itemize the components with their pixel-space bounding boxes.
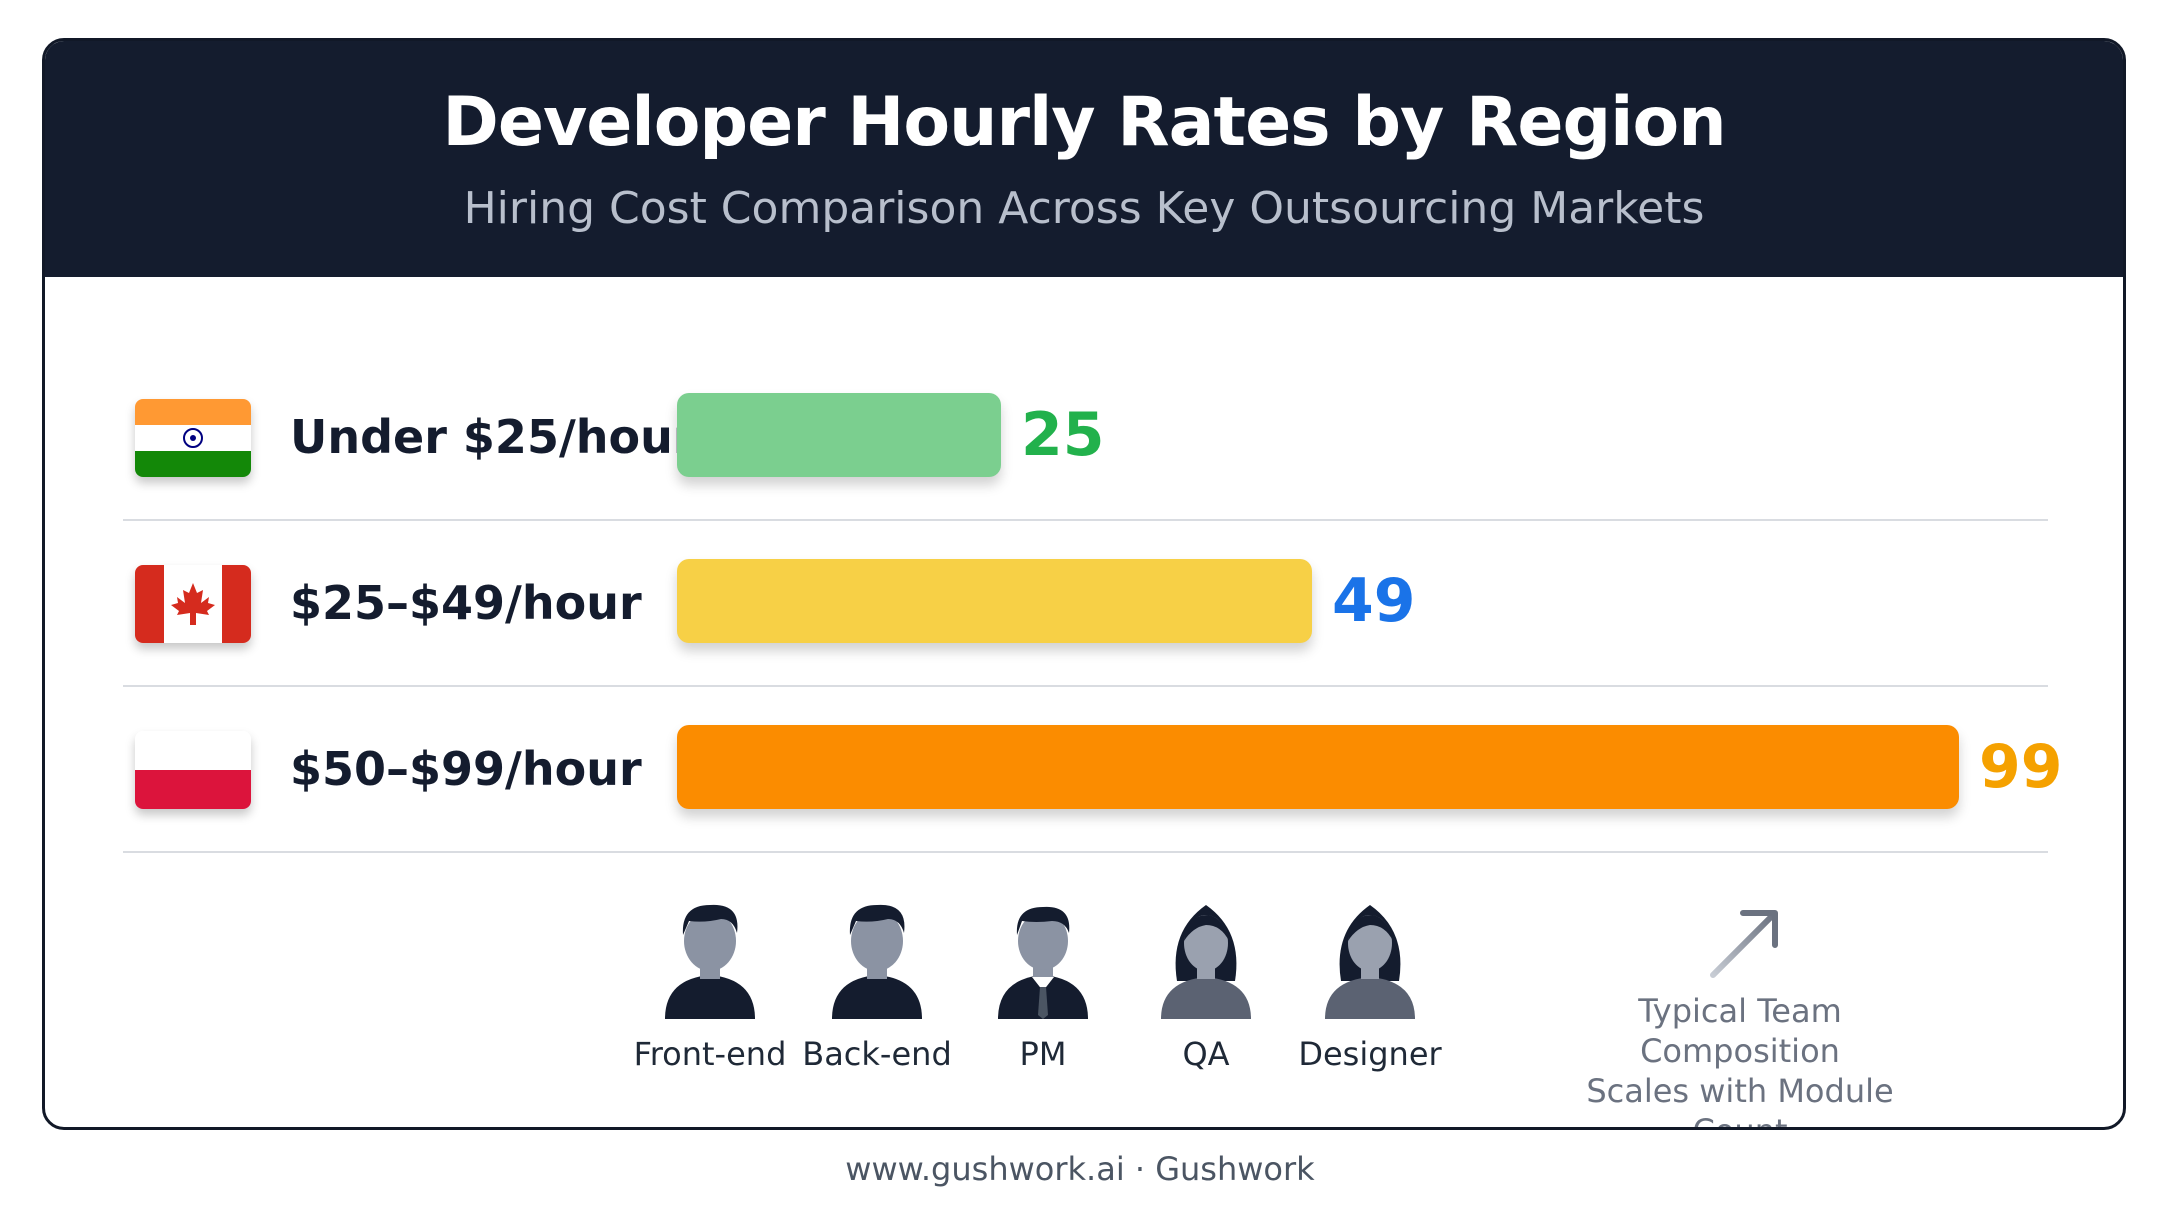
- male-developer-icon: [630, 891, 790, 1021]
- chart-subtitle: Hiring Cost Comparison Across Key Outsou…: [463, 183, 1705, 234]
- role-item: PM: [963, 891, 1123, 1073]
- category-label: $25–$49/hour: [290, 576, 642, 630]
- header: Developer Hourly Rates by Region Hiring …: [45, 41, 2123, 277]
- category-label: $50–$99/hour: [290, 742, 642, 796]
- india-flag-icon: [135, 399, 251, 477]
- canada-flag-icon: [135, 565, 251, 643]
- footer-credit: www.gushwork.ai · Gushwork: [845, 1150, 1315, 1188]
- bar: [677, 393, 1001, 477]
- bar-row: $25–$49/hour 49: [45, 519, 2123, 685]
- bar-value-label: 49: [1332, 566, 1416, 636]
- bar: [677, 559, 1312, 643]
- row-divider: [123, 685, 2048, 687]
- bar-row: Under $25/hour 25: [45, 353, 2123, 519]
- chart-title: Developer Hourly Rates by Region: [442, 83, 1726, 162]
- team-note: Typical Team Composition Scales with Mod…: [1540, 991, 1940, 1127]
- role-item: QA: [1126, 891, 1286, 1073]
- role-item: Designer: [1290, 891, 1450, 1073]
- role-item: Front-end: [630, 891, 790, 1073]
- role-item: Back-end: [797, 891, 957, 1073]
- poland-flag-icon: [135, 731, 251, 809]
- team-note-line1: Typical Team Composition: [1638, 992, 1842, 1070]
- arrow-up-right-icon: [1710, 910, 1778, 978]
- category-label: Under $25/hour: [290, 410, 696, 464]
- female-icon: [1290, 891, 1450, 1021]
- role-label: Front-end: [633, 1035, 787, 1073]
- team-note-line2: Scales with Module Count: [1586, 1072, 1894, 1127]
- role-label: QA: [1182, 1035, 1230, 1073]
- row-divider: [123, 851, 2048, 853]
- male-suit-icon: [963, 891, 1123, 1021]
- male-developer-icon: [797, 891, 957, 1021]
- female-icon: [1126, 891, 1286, 1021]
- role-label: Designer: [1298, 1035, 1442, 1073]
- bar-value-label: 25: [1021, 400, 1105, 470]
- bar-value-label: 99: [1979, 732, 2063, 802]
- role-label: PM: [1019, 1035, 1067, 1073]
- row-divider: [123, 519, 2048, 521]
- bar: [677, 725, 1959, 809]
- role-label: Back-end: [802, 1035, 952, 1073]
- chart-card: Developer Hourly Rates by Region Hiring …: [42, 38, 2126, 1130]
- bar-row: $50–$99/hour 99: [45, 685, 2123, 851]
